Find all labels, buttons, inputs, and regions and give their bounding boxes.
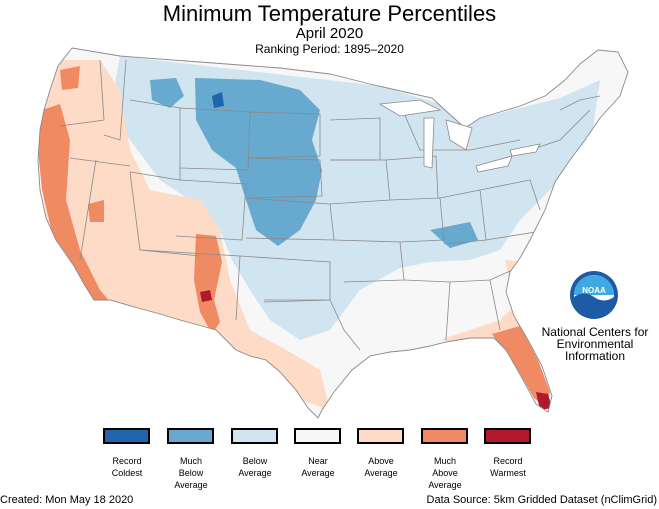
great-lakes xyxy=(378,99,541,173)
legend-label-much-above: Much Above Average xyxy=(428,456,462,490)
record-warmest-region xyxy=(536,392,552,410)
record-coldest-region xyxy=(212,92,224,108)
much-above-average-region xyxy=(194,234,222,334)
noaa-logo-text: NOAA xyxy=(582,286,606,295)
much-above-average-region xyxy=(492,326,550,408)
agency-name: National Centers for Environmental Infor… xyxy=(540,326,650,362)
much-above-average-region xyxy=(88,200,104,222)
map-subtitle: April 2020 xyxy=(295,25,364,42)
state-borders xyxy=(59,59,601,351)
map-title: Minimum Temperature Percentiles xyxy=(162,1,497,26)
legend-swatch-record-warmest xyxy=(484,428,531,444)
created-date: Created: Mon May 18 2020 xyxy=(0,494,134,506)
us-outline xyxy=(37,47,629,419)
percentile-shading xyxy=(38,48,628,418)
much-below-average-region xyxy=(430,222,478,248)
agency-line: National Centers for xyxy=(541,325,649,339)
agency-line: Information xyxy=(564,349,626,363)
record-warmest-region xyxy=(200,290,212,302)
legend-label-near: Near Average xyxy=(301,456,335,478)
legend-label-record-coldest: Record Coldest xyxy=(111,456,143,478)
above-average-region xyxy=(40,60,330,410)
legend-swatch-much-above xyxy=(421,428,468,444)
agency-line: Environmental xyxy=(556,337,634,351)
legend-swatch-below xyxy=(231,428,278,444)
much-above-average-region xyxy=(60,66,80,90)
legend-label-much-below: Much Below Average xyxy=(174,456,208,490)
much-below-average-region xyxy=(195,78,322,246)
ranking-period: Ranking Period: 1895–2020 xyxy=(255,42,404,56)
much-above-average-region xyxy=(38,104,110,302)
legend-swatch-record-coldest xyxy=(103,428,150,444)
legend-swatch-much-below xyxy=(167,428,214,444)
legend-label-below: Below Average xyxy=(238,456,272,478)
noaa-logo-icon: NOAA xyxy=(570,271,618,319)
data-source: Data Source: 5km Gridded Dataset (nClimG… xyxy=(426,494,657,506)
legend-label-above: Above Average xyxy=(364,456,398,478)
legend-label-record-warmest: Record Warmest xyxy=(490,456,526,478)
much-below-average-region xyxy=(150,78,184,108)
legend-swatch-above xyxy=(357,428,404,444)
legend-swatch-near xyxy=(294,428,341,444)
